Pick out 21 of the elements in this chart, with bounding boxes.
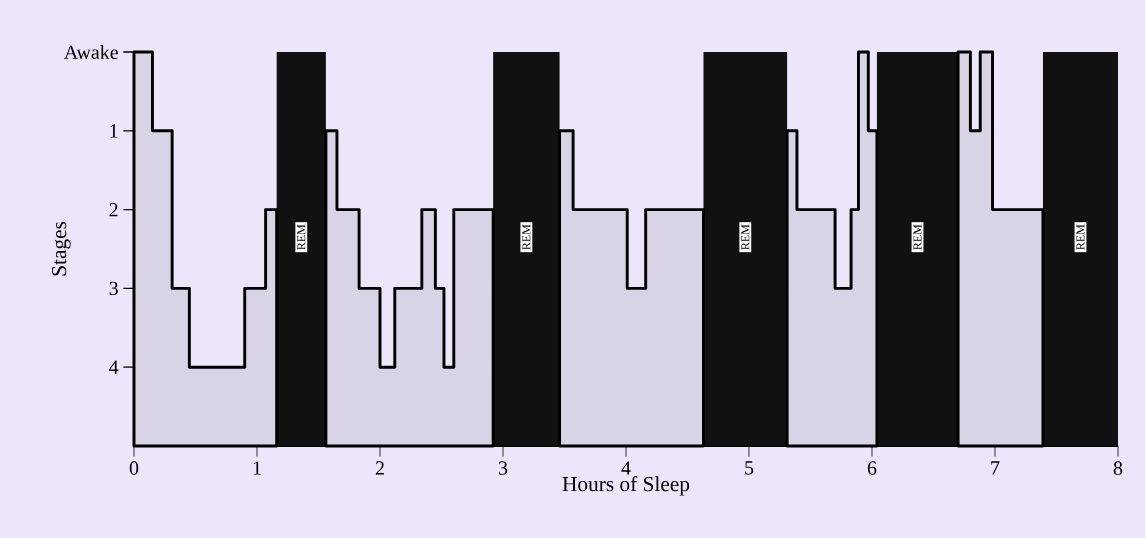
y-tick-label: 2	[109, 202, 118, 217]
x-tick-label: 7	[991, 461, 1000, 475]
band-label: REM	[297, 224, 306, 250]
band-label: REM	[913, 224, 922, 250]
band-label: REM	[522, 224, 531, 250]
y-tick-label: Awake	[64, 44, 118, 60]
x-axis-title: Hours of Sleep	[562, 476, 690, 496]
x-tick-label: 3	[498, 461, 508, 475]
x-tick-label: 0	[129, 461, 139, 475]
y-axis-title: Stages	[51, 221, 71, 276]
x-tick-label: 5	[745, 461, 754, 475]
x-tick-label: 8	[1113, 461, 1123, 475]
band-label: REM	[1076, 224, 1085, 250]
x-tick-label: 2	[375, 461, 384, 475]
y-tick-label: 4	[109, 360, 119, 374]
y-tick-label: 1	[110, 124, 118, 138]
band-label: REM	[741, 224, 750, 250]
x-tick-label: 4	[621, 461, 631, 475]
x-tick-label: 1	[253, 461, 261, 475]
x-tick-label: 6	[867, 461, 877, 475]
y-tick-label: 3	[109, 281, 118, 296]
